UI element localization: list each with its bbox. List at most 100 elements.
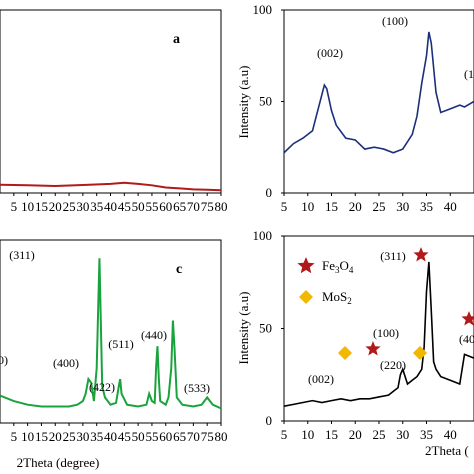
panel-a: 5 10 15 20 25 30 35 40 45 50 55 60 65 70 75 80 a: [0, 9, 228, 214]
panel-c-peak-label-422: (422): [89, 380, 115, 394]
panel-c: 5 10 15 20 25 30 35 40 45 50 55 60 65 70 75 80 c 2Theta…: [0, 239, 228, 470]
x-tick-label: 5: [281, 199, 288, 214]
x-tick-label: 5: [11, 199, 18, 214]
x-tick-label: 20: [49, 199, 62, 214]
x-tick-label: 50: [132, 429, 145, 444]
panel-d-series-line: [283, 261, 474, 407]
x-tick-label: 40: [104, 429, 117, 444]
y-tick-label: 50: [259, 94, 272, 109]
x-tick-label: 10: [301, 427, 314, 442]
panel-d-peak-label-002: (002): [308, 372, 334, 386]
x-tick-label: 15: [325, 199, 338, 214]
panel-d-peak-label-311: (311): [380, 249, 406, 263]
x-tick-label: 60: [159, 429, 172, 444]
x-tick-label: 45: [118, 429, 131, 444]
marker-mos2-002-icon: [338, 346, 352, 360]
panel-b-peak-label-100: (100): [382, 14, 408, 28]
y-tick-label: 100: [253, 2, 273, 17]
x-tick-label: 20: [49, 429, 62, 444]
x-tick-label: 20: [349, 199, 362, 214]
x-tick-label: 55: [145, 429, 158, 444]
marker-fe3o4-311-star-icon: [413, 247, 429, 262]
panel-b-peak-label-002: (002): [317, 46, 343, 60]
x-tick-label: 10: [21, 429, 34, 444]
marker-fe3o4-220-star-icon: [365, 341, 381, 356]
x-tick-label: 30: [396, 427, 409, 442]
panel-b: 5 10 15 20 25 30 35 40 0 50 100 Intensity (a.u) (…: [236, 2, 474, 214]
x-tick-label: 65: [173, 199, 186, 214]
panel-b-series-line: [283, 31, 474, 154]
marker-mos2-100-icon: [413, 346, 427, 360]
x-tick-label: 5: [11, 429, 18, 444]
x-tick-label: 40: [104, 199, 117, 214]
y-tick-label: 0: [266, 413, 273, 428]
x-tick-label: 70: [187, 429, 200, 444]
legend-mos2-diamond-icon: [299, 290, 313, 304]
x-tick-label: 25: [373, 427, 386, 442]
panel-d-peak-label-partial: (40: [459, 332, 474, 346]
panel-d-y-label: Intensity (a.u): [236, 292, 251, 365]
x-tick-label: 10: [301, 199, 314, 214]
panel-c-label: c: [176, 262, 182, 277]
x-tick-label: 40: [444, 199, 457, 214]
panel-d: 5 10 15 20 25 30 35 40 0 50 100 Intensity (a.u) 2…: [236, 228, 474, 458]
x-tick-label: 45: [118, 199, 131, 214]
x-tick-label: 15: [35, 429, 48, 444]
panel-c-peak-label-440: (440): [141, 328, 167, 342]
panel-b-y-label: Intensity (a.u): [236, 66, 251, 139]
x-tick-label: 50: [132, 199, 145, 214]
x-tick-label: 35: [90, 199, 103, 214]
x-tick-label: 25: [373, 199, 386, 214]
x-tick-label: 35: [420, 427, 433, 442]
y-tick-label: 100: [253, 228, 273, 243]
panel-c-x-ticks: 5 10 15 20 25 30 35 40 45 50 55 60 65 70 75 80: [11, 423, 228, 444]
x-tick-label: 60: [159, 199, 172, 214]
panel-c-peak-label-400: (400): [53, 356, 79, 370]
x-tick-label: 80: [215, 199, 228, 214]
panel-d-x-ticks: 5 10 15 20 25 30 35 40: [281, 421, 457, 442]
legend-fe3o4-star-icon: [297, 257, 315, 274]
y-tick-label: 50: [259, 321, 272, 336]
panel-c-series-line: [0, 258, 222, 410]
x-tick-label: 80: [215, 429, 228, 444]
x-tick-label: 15: [325, 427, 338, 442]
panel-a-x-ticks: 5 10 15 20 25 30 35 40 45 50 55 60 65 70 75 80: [11, 193, 228, 214]
x-tick-label: 25: [63, 429, 76, 444]
y-tick-label: 0: [266, 185, 273, 200]
panel-d-peak-label-220: (220): [380, 358, 406, 372]
x-tick-label: 40: [444, 427, 457, 442]
x-tick-label: 55: [145, 199, 158, 214]
x-tick-label: 15: [35, 199, 48, 214]
marker-fe3o4-400-star-icon: [461, 311, 474, 326]
panel-c-x-label: 2Theta (degree): [17, 455, 100, 470]
panel-d-peak-label-100: (100): [373, 326, 399, 340]
panel-c-peak-label-311: (311): [9, 248, 35, 262]
x-tick-label: 35: [420, 199, 433, 214]
panel-d-x-label: 2Theta (: [425, 443, 469, 458]
panel-d-y-ticks: 0 50 100: [253, 228, 284, 428]
x-tick-label: 70: [187, 199, 200, 214]
x-tick-label: 35: [90, 429, 103, 444]
x-tick-label: 10: [21, 199, 34, 214]
panel-b-x-ticks: 5 10 15 20 25 30 35 40: [281, 193, 457, 214]
panel-c-peak-label-533: (533): [184, 381, 210, 395]
legend-fe3o4-label: Fe3O4: [322, 258, 354, 275]
panel-a-series-line: [0, 181, 222, 192]
x-tick-label: 30: [76, 429, 89, 444]
x-tick-label: 75: [201, 199, 214, 214]
panel-b-peak-label-partial: (1: [464, 67, 474, 81]
x-tick-label: 30: [76, 199, 89, 214]
x-tick-label: 65: [173, 429, 186, 444]
panel-c-peak-label-partial: 0): [0, 353, 8, 367]
x-tick-label: 5: [281, 427, 288, 442]
x-tick-label: 20: [349, 427, 362, 442]
x-tick-label: 25: [63, 199, 76, 214]
panel-a-label: a: [173, 32, 180, 47]
x-tick-label: 75: [201, 429, 214, 444]
panel-b-y-ticks: 0 50 100: [253, 2, 284, 200]
x-tick-label: 30: [396, 199, 409, 214]
legend-mos2-label: MoS2: [322, 289, 352, 306]
panel-c-peak-label-511: (511): [108, 337, 134, 351]
